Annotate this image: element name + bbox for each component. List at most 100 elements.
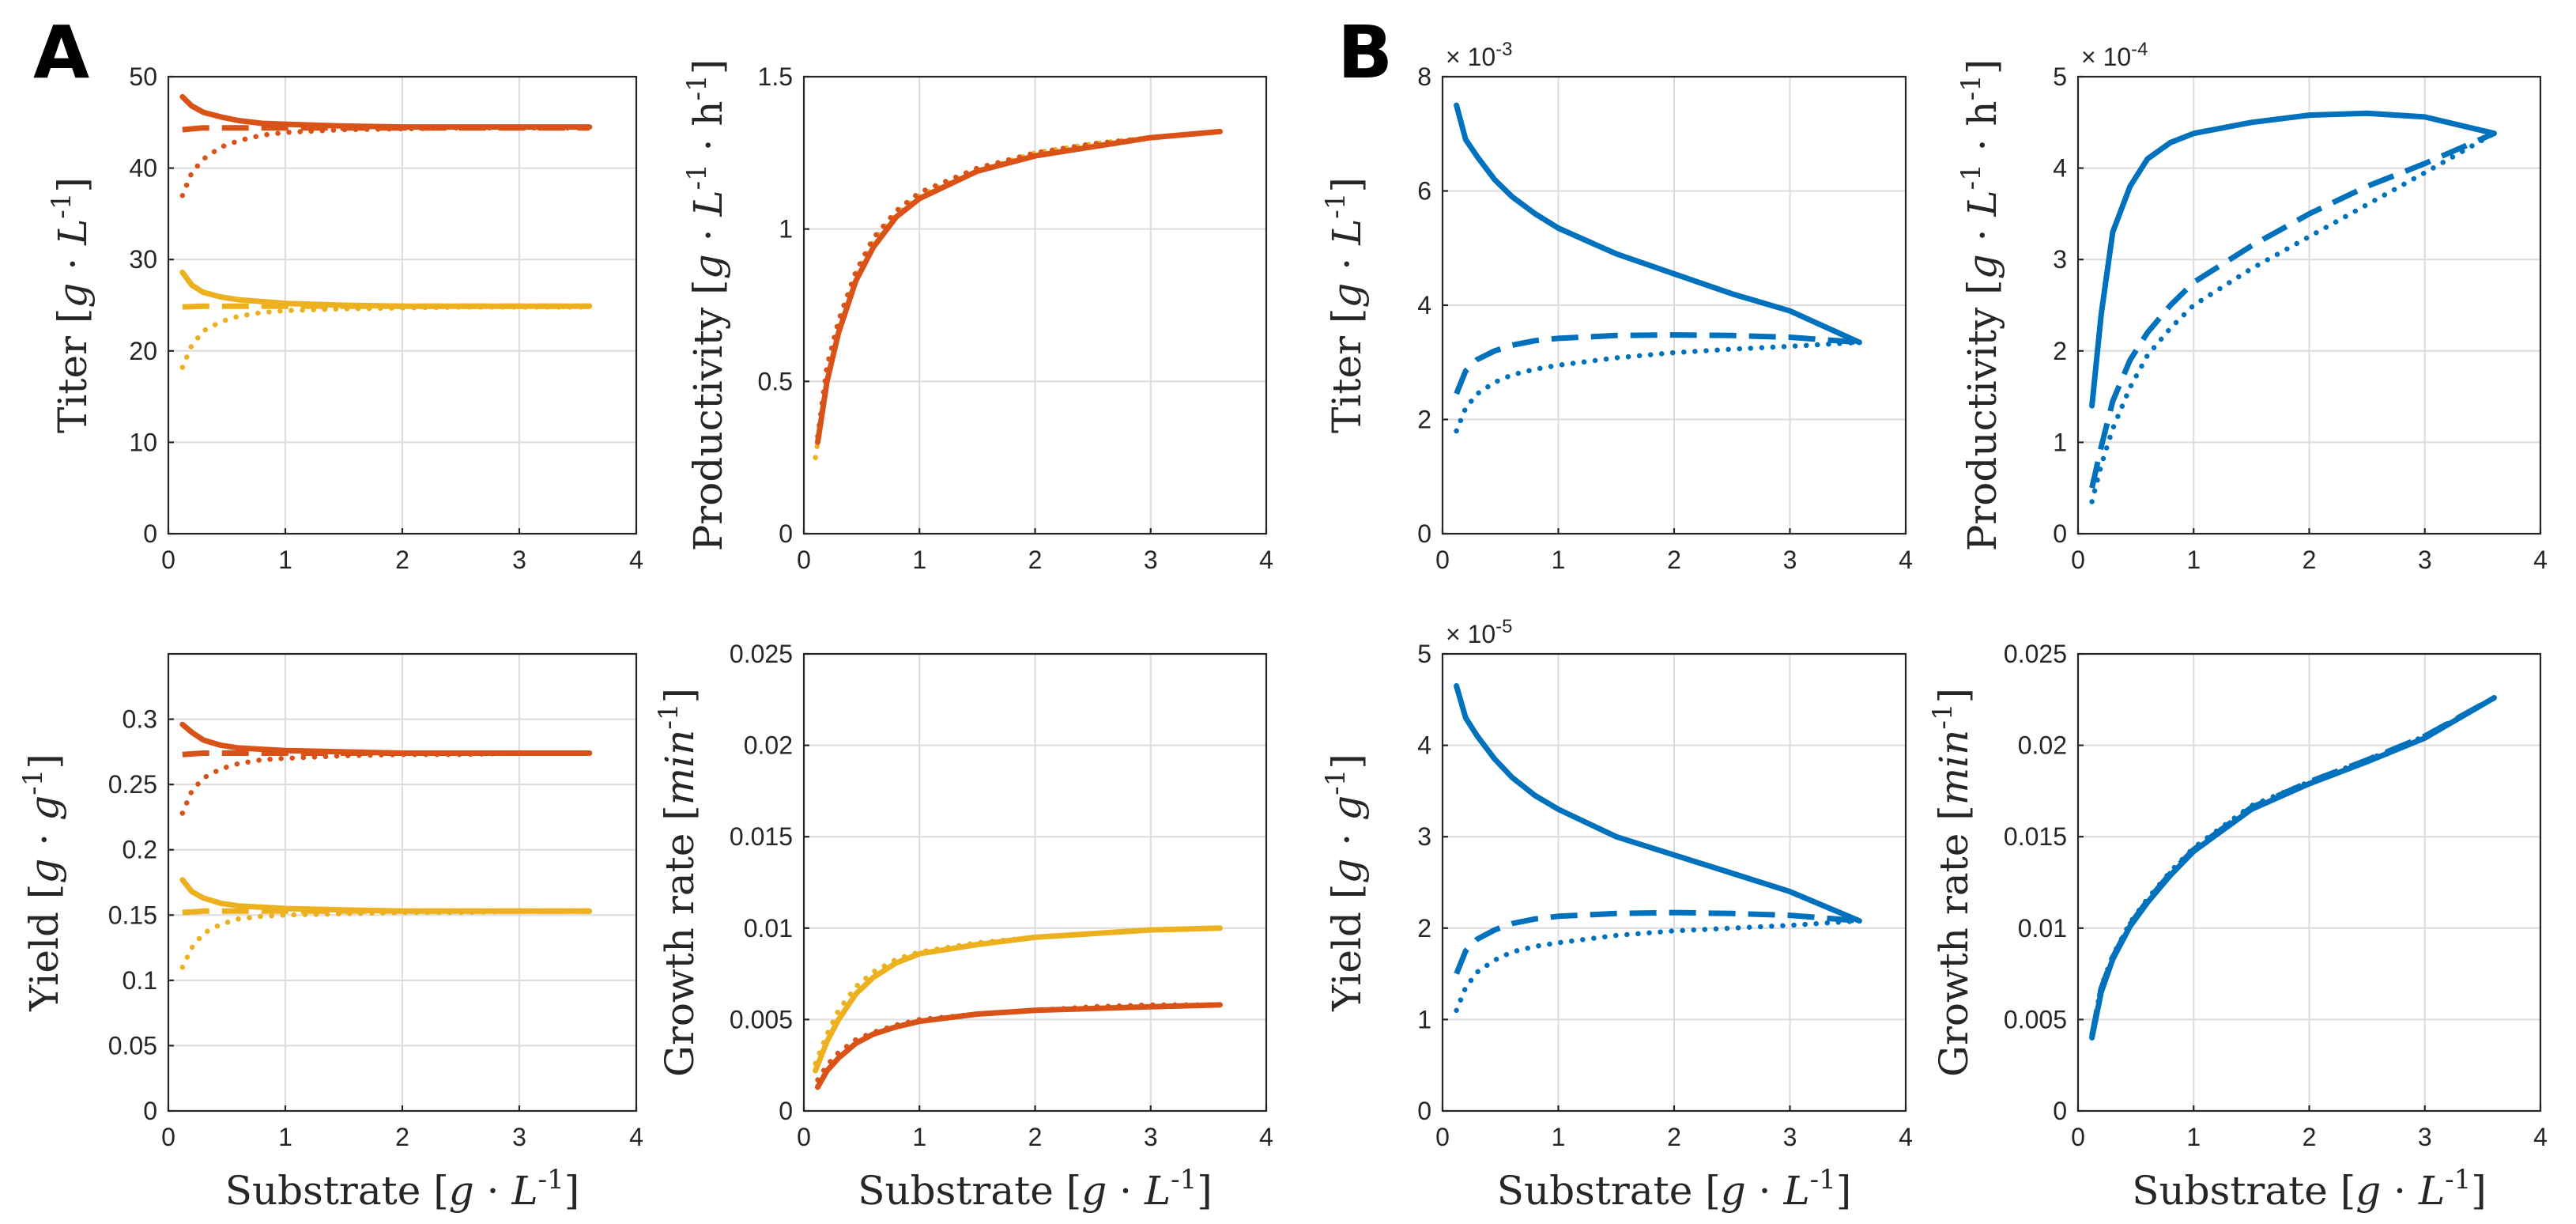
series-line-orange-dot <box>815 1002 1223 1082</box>
x-tick-label: 4 <box>629 1123 643 1151</box>
series-line-blue-dot <box>2089 130 2497 504</box>
y-axis-label: Titer [g · L-1] <box>46 177 96 433</box>
x-tick-label: 2 <box>1667 546 1681 574</box>
y-tick-label: 0.02 <box>744 731 793 760</box>
axis-exponent: × 10-4 <box>2081 39 2148 72</box>
y-tick-label: 0 <box>2053 1097 2067 1125</box>
series-line-yellow-solid <box>179 877 593 914</box>
y-tick-label: 1 <box>779 215 793 244</box>
x-tick-label: 4 <box>2533 1123 2548 1151</box>
y-tick-label: 0.25 <box>108 770 157 799</box>
x-tick-label: 2 <box>1028 546 1043 574</box>
series-line-blue-solid <box>1454 683 1862 924</box>
panel-label-b: B <box>1337 10 1393 95</box>
x-tick-label: 4 <box>1899 1123 1913 1151</box>
y-tick-label: 0.01 <box>2018 914 2067 943</box>
chart-a-productivity: 0 1 2 3 4 0 0.5 1 1.5 Productivity [g · L-1 · h-1… <box>681 59 1273 574</box>
x-tick-label: 1 <box>2186 546 2201 574</box>
y-axis-label: Growth rate [min-1] <box>653 688 703 1077</box>
x-axis-label: Substrate [g · L-1] <box>2132 1164 2487 1214</box>
series-line-blue-dash <box>2089 695 2496 1037</box>
series-line-orange-solid <box>179 721 593 756</box>
y-axis-label: Titer [g · L-1] <box>1320 177 1370 433</box>
series-line-blue-dot <box>2089 695 2497 1037</box>
x-tick-label: 1 <box>912 1123 926 1151</box>
y-tick-label: 0.2 <box>123 836 157 864</box>
series-line-orange-solid <box>815 1002 1223 1090</box>
axis-exponent: × 10-5 <box>1446 616 1513 649</box>
y-tick-label: 2 <box>2053 337 2067 365</box>
series-line-orange-dot <box>179 125 593 198</box>
x-tick-label: 4 <box>1259 546 1273 574</box>
x-tick-label: 0 <box>2071 1123 2085 1151</box>
x-tick-label: 0 <box>161 546 175 574</box>
y-tick-label: 5 <box>2053 62 2067 91</box>
y-tick-label: 0.3 <box>123 705 157 734</box>
y-axis-label: Productivity [g · L-1 · h-1] <box>681 59 731 552</box>
x-tick-label: 0 <box>2071 546 2085 574</box>
series-line-orange-dot <box>179 750 593 816</box>
x-axis-label: Substrate [g · L-1] <box>858 1164 1213 1214</box>
series-line-blue-dash <box>1454 332 1860 395</box>
x-tick-label: 3 <box>2418 546 2432 574</box>
y-tick-label: 6 <box>1417 177 1431 206</box>
chart-b-productivity: 0 1 2 3 4 0 1 2 3 4 5 × 10-4 Productivity [g · L-1 ·… <box>1956 39 2548 575</box>
y-tick-label: 2 <box>1417 406 1431 434</box>
chart-a-growth: 0 1 2 3 4 0 0.005 0.01 0.015 0.02 0.025 Growth rate… <box>653 640 1273 1214</box>
series-line-yellow-dot <box>813 129 1223 460</box>
series-line-orange-solid <box>179 93 593 130</box>
y-tick-label: 0.025 <box>2004 640 2067 668</box>
x-tick-label: 2 <box>2303 1123 2317 1151</box>
x-tick-label: 4 <box>629 546 643 574</box>
y-tick-label: 4 <box>1417 291 1431 319</box>
series-line-blue-dot <box>1454 918 1862 1014</box>
y-tick-label: 0.025 <box>730 640 793 668</box>
x-tick-label: 0 <box>797 546 811 574</box>
y-tick-label: 0.1 <box>123 966 157 995</box>
x-tick-label: 1 <box>1552 1123 1566 1151</box>
x-tick-label: 4 <box>2533 546 2548 574</box>
y-tick-label: 8 <box>1417 62 1431 91</box>
x-tick-label: 3 <box>1144 1123 1158 1151</box>
series-line-yellow-dot <box>813 925 1223 1067</box>
x-tick-label: 1 <box>2186 1123 2201 1151</box>
x-tick-label: 3 <box>1144 546 1158 574</box>
y-tick-label: 0 <box>1417 1097 1431 1125</box>
y-tick-label: 4 <box>2053 154 2067 183</box>
y-tick-label: 1 <box>2053 428 2067 456</box>
x-axis-label: Substrate [g · L-1] <box>1497 1164 1852 1214</box>
x-tick-label: 0 <box>1435 1123 1450 1151</box>
x-tick-label: 2 <box>395 546 409 574</box>
x-tick-label: 3 <box>512 1123 526 1151</box>
x-tick-label: 2 <box>2303 546 2317 574</box>
y-tick-label: 0 <box>143 1097 157 1125</box>
y-tick-label: 0.02 <box>2018 731 2067 760</box>
series-line-yellow-dot <box>179 909 593 970</box>
series-line-yellow-dash <box>182 303 590 310</box>
y-axis-label: Growth rate [min-1] <box>1927 688 1977 1077</box>
x-tick-label: 3 <box>1783 546 1797 574</box>
series-line-blue-solid <box>2089 695 2497 1041</box>
x-tick-label: 2 <box>1028 1123 1043 1151</box>
y-tick-label: 0.15 <box>108 901 157 929</box>
series-line-blue-dot <box>1454 339 1862 434</box>
series-line-yellow-dot <box>179 304 593 370</box>
series-line-blue-solid <box>2089 110 2497 409</box>
y-tick-label: 40 <box>129 154 157 183</box>
y-tick-label: 0.005 <box>2004 1005 2067 1033</box>
series-line-orange-dot <box>815 129 1223 439</box>
chart-b-yield: 0 1 2 3 4 0 1 2 3 4 5 × 10-5 Yield [g · g-1] Substrat… <box>1320 616 1913 1215</box>
chart-a-yield: 0 1 2 3 4 0 0.05 0.1 0.15 0.2 0.25 0.3 Yield [g · g-… <box>17 652 643 1214</box>
x-tick-label: 4 <box>1259 1123 1273 1151</box>
x-tick-label: 0 <box>1435 546 1450 574</box>
x-tick-label: 3 <box>512 546 526 574</box>
series-line-blue-solid <box>1454 102 1862 346</box>
y-tick-label: 0.5 <box>758 367 793 395</box>
axis-exponent: × 10-3 <box>1446 39 1513 72</box>
y-tick-label: 0.015 <box>730 822 793 851</box>
y-tick-label: 30 <box>129 245 157 274</box>
y-axis-label: Yield [g · g-1] <box>17 754 67 1011</box>
